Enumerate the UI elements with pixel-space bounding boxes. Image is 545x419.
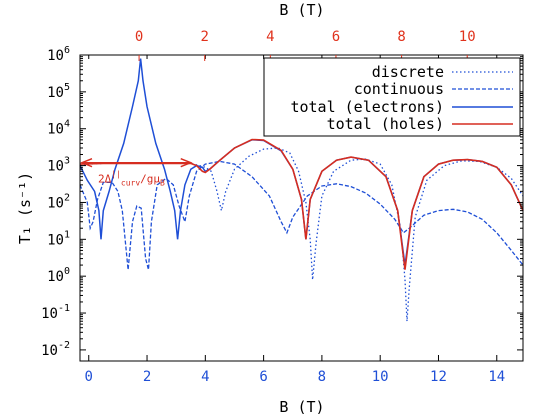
legend-label: discrete [372,63,444,81]
x-top-tick-label: 2 [200,29,208,45]
series-line-continuous [79,160,524,270]
x-bottom-tick-label: 10 [372,369,389,385]
y-tick-label: 104 [47,119,70,138]
x-bottom-tick-label: 2 [143,369,151,385]
y-tick-label: 102 [47,192,70,211]
legend-label: total (holes) [327,115,444,133]
y-tick-label: 10-2 [41,340,70,359]
x-axis-top-label: B (T) [279,1,324,19]
y-tick-label: 103 [47,156,70,175]
annotation-arrowhead-right [180,158,193,168]
x-top-tick-label: 10 [459,29,476,45]
x-top-tick-label: 0 [135,29,143,45]
x-bottom-tick-label: 12 [430,369,447,385]
legend-box [263,57,521,137]
x-bottom-tick-label: 14 [488,369,505,385]
y-tick-label: 105 [47,82,70,101]
y-tick-label: 100 [47,266,70,285]
x-top-tick-label: 6 [332,29,340,45]
annotation-label: 2Δ||curv/gμB [98,170,165,188]
x-bottom-tick-label: 0 [85,369,93,385]
y-axis-label: T₁ (s⁻¹) [16,172,34,244]
x-bottom-tick-label: 8 [318,369,326,385]
x-bottom-tick-label: 4 [201,369,209,385]
x-top-tick-label: 8 [397,29,405,45]
legend-label: total (electrons) [290,98,444,116]
x-axis-bottom-label: B (T) [279,398,324,416]
y-tick-label: 10-1 [41,303,70,322]
y-tick-label: 101 [47,229,70,248]
y-tick-label: 106 [47,45,70,64]
x-bottom-tick-label: 6 [259,369,267,385]
x-top-tick-label: 4 [266,29,274,45]
annotation-arrowhead-left [80,158,93,168]
series-line-total-holes [79,138,524,270]
legend-label: continuous [354,80,444,98]
